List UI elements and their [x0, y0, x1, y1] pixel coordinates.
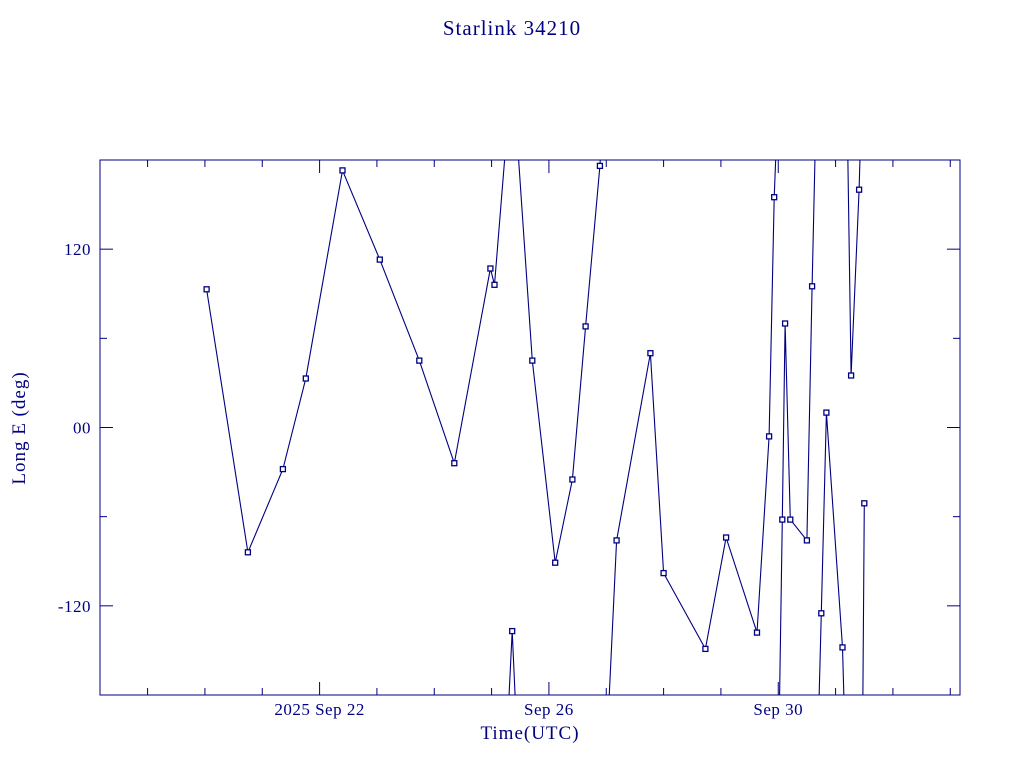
y-tick-label: 00 — [73, 419, 91, 438]
data-point-marker — [582, 323, 589, 330]
data-point-marker — [491, 281, 498, 288]
series-line — [847, 160, 861, 376]
data-point-marker — [753, 629, 761, 636]
data-point-marker — [808, 283, 816, 290]
data-point-marker — [847, 372, 855, 379]
data-point-marker — [279, 465, 287, 473]
y-tick-label: 120 — [64, 240, 91, 259]
series-group — [203, 160, 868, 695]
data-point-marker — [569, 476, 576, 483]
data-point-marker — [509, 627, 516, 635]
data-point-marker — [376, 256, 383, 263]
chart-title: Starlink 34210 — [442, 16, 582, 40]
series-line — [508, 631, 516, 695]
data-point-marker — [552, 559, 559, 566]
x-tick-label: Sep 26 — [524, 700, 574, 719]
data-point-marker — [660, 569, 667, 577]
data-point-marker — [781, 320, 789, 327]
data-point-marker — [451, 460, 458, 467]
data-point-marker — [596, 162, 604, 170]
data-point-marker — [529, 357, 536, 364]
series-line — [779, 160, 816, 695]
data-point-marker — [803, 537, 811, 544]
series-line — [206, 160, 506, 555]
y-tick-label: -120 — [58, 597, 91, 616]
data-point-marker — [771, 194, 778, 201]
data-point-marker — [823, 409, 830, 416]
data-point-marker — [855, 186, 863, 193]
data-point-marker — [302, 375, 309, 382]
data-point-marker — [487, 265, 494, 272]
x-axis-label: Time(UTC) — [480, 723, 580, 744]
series-line — [862, 503, 865, 695]
data-point-marker — [244, 549, 252, 556]
data-point-marker — [839, 644, 846, 651]
data-point-marker — [203, 286, 210, 293]
data-point-marker — [702, 645, 709, 653]
data-point-marker — [339, 167, 346, 174]
data-point-marker — [861, 500, 868, 507]
data-point-marker — [818, 610, 825, 617]
series-line — [518, 160, 601, 563]
data-point-marker — [416, 357, 423, 364]
series-line — [818, 412, 845, 695]
data-point-marker — [779, 516, 786, 523]
x-tick-label: Sep 30 — [753, 700, 803, 719]
data-point-marker — [787, 516, 794, 523]
data-point-marker — [613, 537, 620, 544]
x-tick-label: 2025 Sep 22 — [274, 700, 365, 719]
series-line — [608, 160, 777, 695]
data-point-marker — [647, 350, 654, 357]
data-point-marker — [765, 433, 773, 440]
plot-frame — [99, 159, 961, 696]
data-point-marker — [722, 534, 730, 541]
